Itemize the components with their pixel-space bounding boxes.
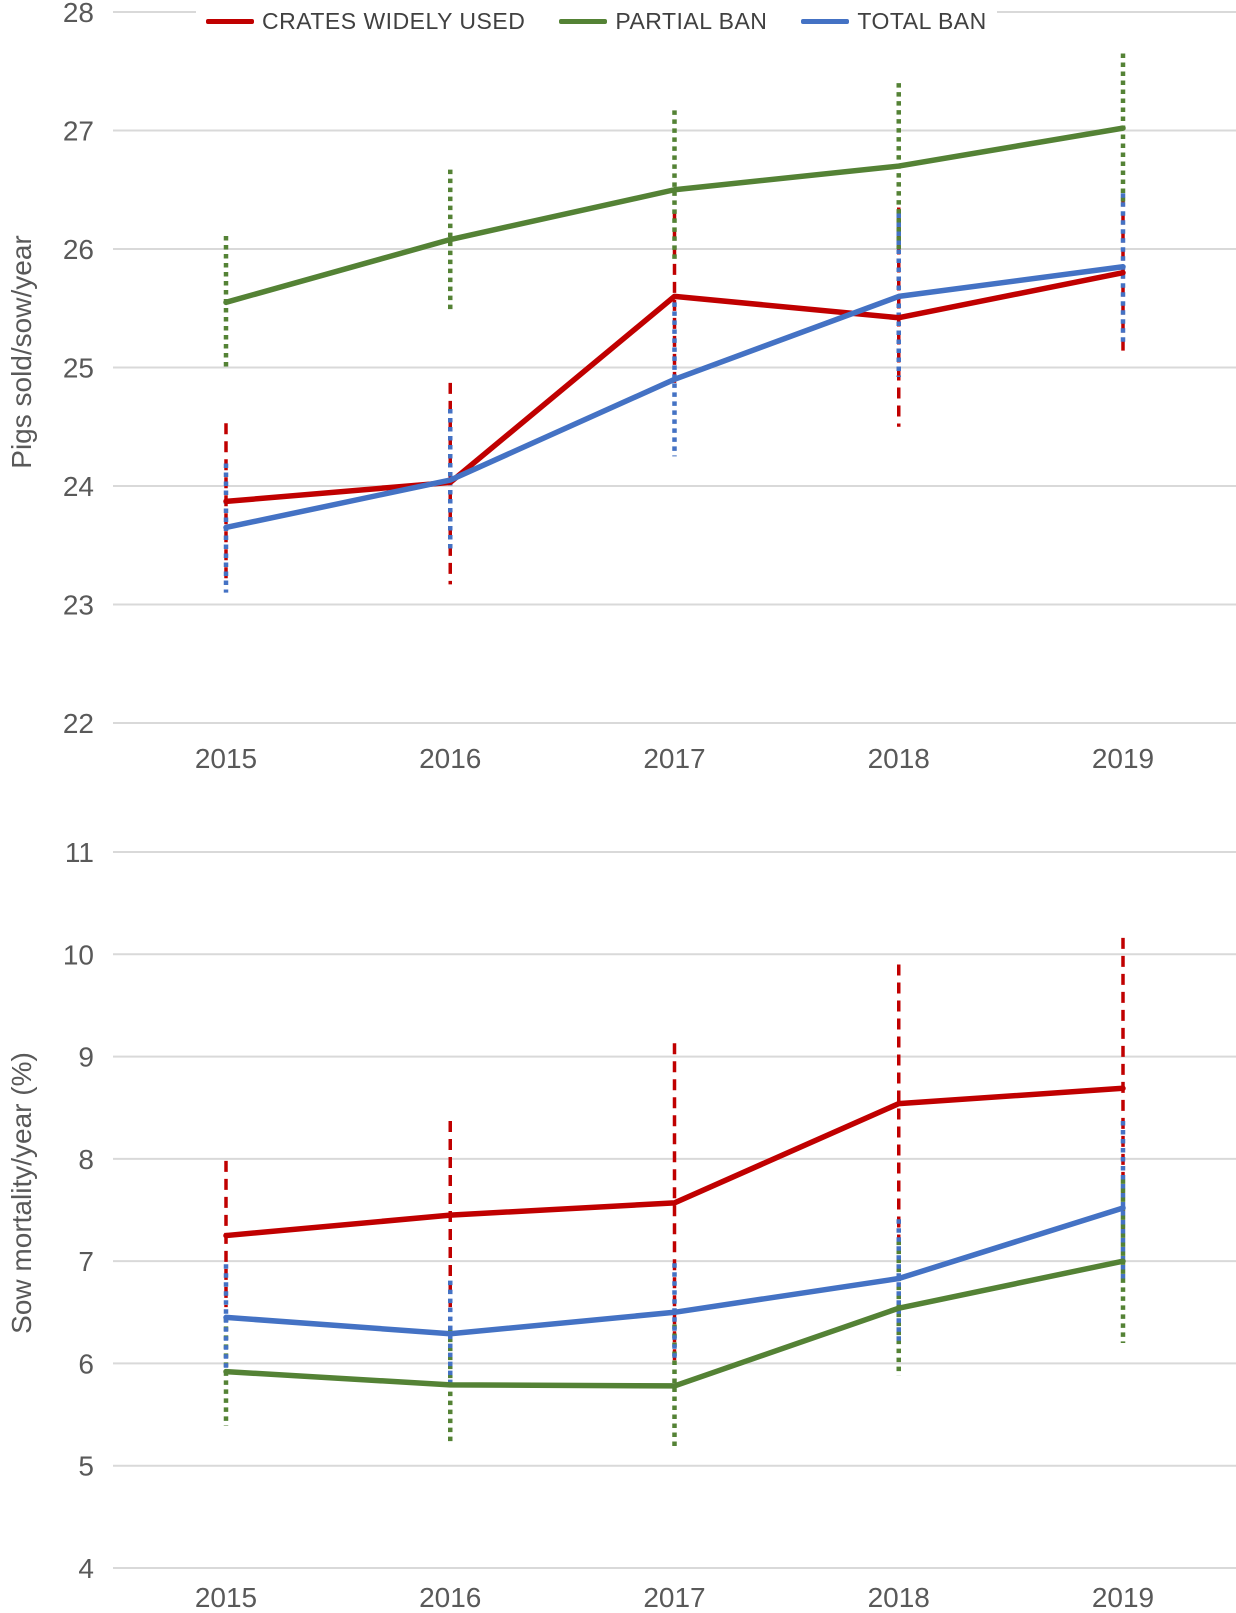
y-tick-label: 5 (78, 1451, 94, 1482)
y-tick-label: 25 (63, 353, 94, 384)
y-tick-label: 9 (78, 1042, 94, 1073)
x-tick-label: 2016 (419, 1582, 481, 1613)
legend-item-crates-widely-used: CRATES WIDELY USED (206, 8, 525, 35)
y-tick-label: 11 (65, 837, 94, 868)
x-tick-label: 2018 (868, 1582, 930, 1613)
y-tick-label: 24 (63, 471, 94, 502)
x-tick-label: 2015 (195, 1582, 257, 1613)
y-tick-label: 26 (63, 234, 94, 265)
x-tick-label: 2019 (1092, 1582, 1154, 1613)
legend-item-partial-ban: PARTIAL BAN (559, 8, 767, 35)
series-line-crates-widely-used (223, 1085, 1126, 1239)
legend-swatch (801, 19, 850, 24)
legend-item-total-ban: TOTAL BAN (801, 8, 986, 35)
series-line-total-ban (223, 264, 1126, 531)
y-tick-label: 4 (78, 1553, 94, 1584)
series-line-partial-ban (223, 125, 1126, 306)
y-axis-title-top: Pigs sold/sow/year (6, 235, 37, 469)
y-tick-label: 28 (63, 0, 94, 28)
x-tick-label: 2017 (643, 743, 705, 774)
y-tick-label: 23 (63, 590, 94, 621)
y-tick-label: 8 (78, 1144, 94, 1175)
series-line-crates-widely-used (223, 269, 1126, 505)
series-line-total-ban (223, 1205, 1126, 1337)
x-tick-label: 2018 (868, 743, 930, 774)
legend-label: PARTIAL BAN (615, 8, 768, 34)
series-line-partial-ban (223, 1258, 1126, 1389)
x-tick-label: 2017 (643, 1582, 705, 1613)
y-axis-title-bottom: Sow mortality/year (%) (6, 1052, 37, 1334)
y-tick-label: 27 (63, 116, 94, 147)
legend-label: TOTAL BAN (857, 8, 987, 34)
x-tick-label: 2019 (1092, 743, 1154, 774)
legend-swatch (206, 19, 254, 24)
y-tick-label: 6 (78, 1348, 94, 1379)
y-tick-label: 7 (78, 1246, 94, 1277)
legend: CRATES WIDELY USED PARTIAL BAN TOTAL BAN (196, 4, 997, 39)
y-tick-label: 22 (63, 708, 94, 739)
legend-swatch (559, 19, 608, 24)
legend-label: CRATES WIDELY USED (262, 8, 526, 34)
y-tick-label: 10 (63, 939, 94, 970)
x-tick-label: 2016 (419, 743, 481, 774)
x-tick-label: 2015 (195, 743, 257, 774)
